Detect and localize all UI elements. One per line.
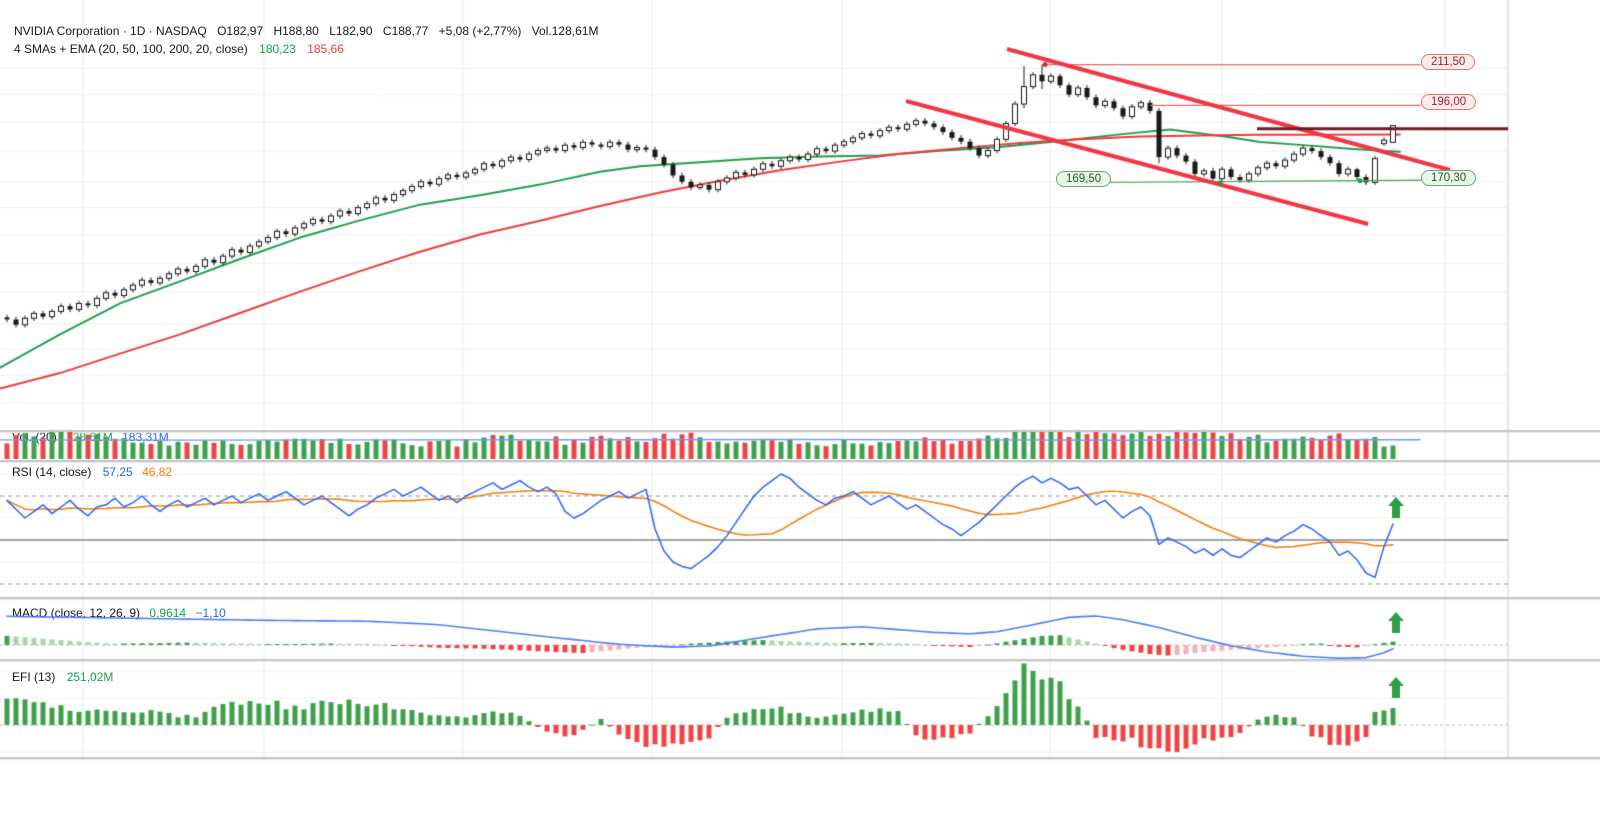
resistance-label-upper[interactable]: 211,50 [1421, 54, 1476, 70]
ohlc-open: O182,97 [217, 24, 264, 38]
ohlc-low: L182,90 [329, 24, 373, 38]
symbol-title[interactable]: NVIDIA Corporation · 1D · NASDAQ [14, 24, 207, 38]
header-volume: Vol.128,61M [531, 24, 599, 38]
ohlc-high: H188,80 [273, 24, 319, 38]
price-axis[interactable]: USD 210,00 200,00 180,00 170,00 162,00 1… [1508, 0, 1600, 758]
ma-indicator-label[interactable]: 4 SMAs + EMA (20, 50, 100, 200, 20, clos… [14, 42, 248, 56]
rsi-pane-header: RSI (14, close) 57,25 46,82 [12, 465, 172, 479]
support-label-left[interactable]: 169,50 [1056, 171, 1112, 187]
ma-indicator-header: 4 SMAs + EMA (20, 50, 100, 200, 20, clos… [14, 42, 344, 56]
rsi-value: 57,25 [102, 465, 133, 479]
resistance-label-lower[interactable]: 196,00 [1421, 94, 1477, 110]
rsi-ma-value: 46,82 [142, 465, 173, 479]
support-label-right[interactable]: 170,30 [1421, 170, 1477, 186]
time-axis[interactable]: Jun Jul Ago Sep Oct Nov Dic 2026 [0, 750, 1508, 780]
rsi-indicator-label[interactable]: RSI (14, close) [12, 465, 92, 479]
efi-indicator-label[interactable]: EFI (13) [12, 670, 56, 684]
price-change: +5,08 (+2,77%) [438, 24, 522, 38]
efi-value: 251,02M [66, 670, 114, 684]
ma-green-value: 180,23 [259, 42, 296, 56]
ma-red-value: 185,66 [307, 42, 344, 56]
ohlc-close: C188,77 [382, 24, 429, 38]
symbol-header: NVIDIA Corporation · 1D · NASDAQ O182,97… [14, 24, 605, 38]
efi-pane-header: EFI (13) 251,02M [12, 670, 113, 684]
